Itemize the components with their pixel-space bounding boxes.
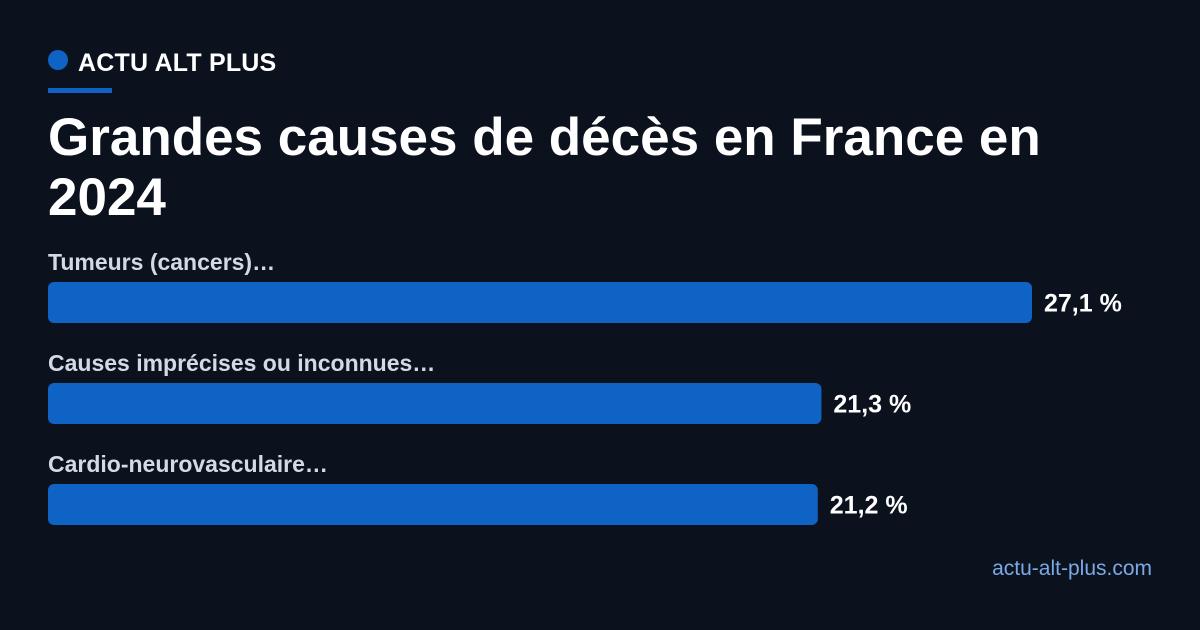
category-label: Cardio-neurovasculaire… — [48, 451, 328, 477]
brand-underline — [48, 88, 112, 93]
value-label: 21,2 % — [830, 492, 908, 520]
brand-dot-icon — [48, 50, 68, 70]
chart-title: Grandes causes de décès en France en 202… — [48, 108, 1041, 227]
brand-name: ACTU ALT PLUS — [78, 48, 277, 77]
bar — [48, 282, 1032, 323]
category-label: Causes imprécises ou inconnues… — [48, 350, 435, 376]
site-url[interactable]: actu-alt-plus.com — [992, 557, 1152, 580]
bar — [48, 484, 818, 525]
value-label: 21,3 % — [833, 391, 911, 419]
bar — [48, 383, 822, 424]
category-label: Tumeurs (cancers)… — [48, 249, 275, 275]
brand: ACTU ALT PLUS — [48, 46, 276, 80]
value-label: 27,1 % — [1044, 290, 1122, 318]
